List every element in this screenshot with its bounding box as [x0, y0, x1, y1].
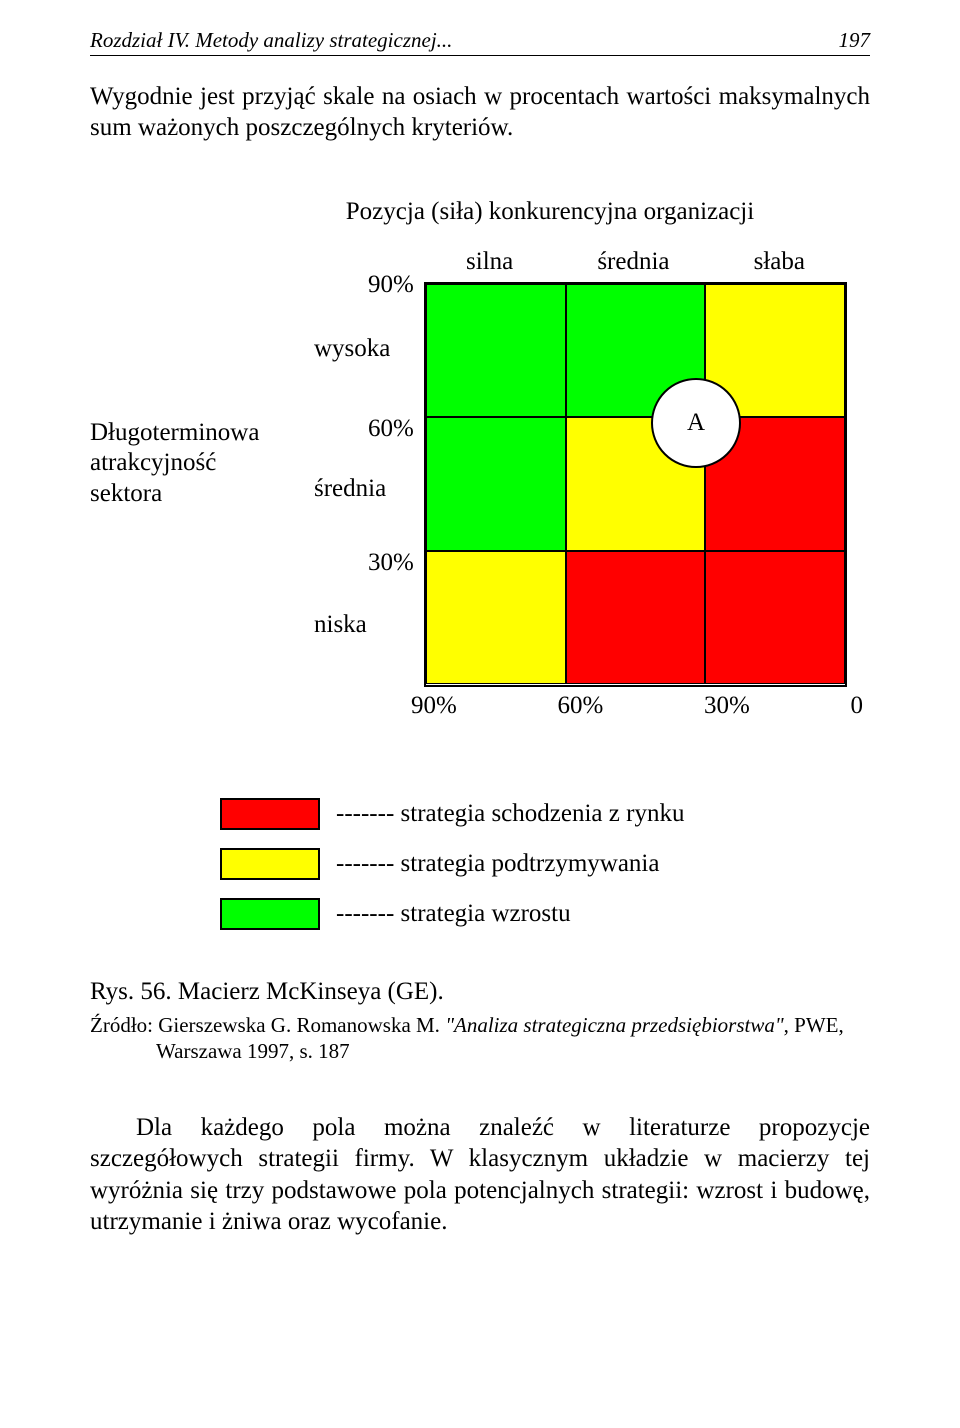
cell-r3c1 — [426, 551, 566, 685]
row-label-wysoka: wysoka — [314, 334, 390, 365]
swatch-yellow — [220, 848, 320, 880]
x-axis-ticks: 90% 60% 30% 0 — [411, 692, 863, 720]
legend-item-red: ------- strategia schodzenia z rynku — [220, 798, 870, 830]
figure-caption: Rys. 56. Macierz McKinseya (GE). — [90, 978, 870, 1006]
swatch-green — [220, 898, 320, 930]
col-label-slaba: słaba — [754, 248, 805, 276]
y-tick-30: 30% — [368, 548, 414, 579]
cell-r3c2 — [566, 551, 706, 685]
source-title: "Analiza strategiczna przedsiębiorstwa" — [445, 1013, 783, 1037]
legend-label-yellow: ------- strategia podtrzymywania — [336, 850, 659, 878]
closing-paragraph: Dla każdego pola można znaleźć w literat… — [90, 1112, 870, 1237]
x-tick-30: 30% — [704, 692, 750, 720]
legend: ------- strategia schodzenia z rynku ---… — [220, 798, 870, 930]
matrix-row-top — [426, 284, 845, 418]
x-tick-0: 0 — [851, 692, 864, 720]
x-tick-90: 90% — [411, 692, 457, 720]
circle-marker-a: A — [651, 378, 741, 468]
page-number: 197 — [839, 28, 871, 53]
mckinsey-matrix-diagram: silna średnia słaba 90% wysoka Długoterm… — [90, 248, 870, 758]
figure-source: Źródło: Gierszewska G. Romanowska M. "An… — [156, 1012, 870, 1065]
legend-label-green: ------- strategia wzrostu — [336, 900, 571, 928]
legend-label-red: ------- strategia schodzenia z rynku — [336, 800, 684, 828]
diagram-title: Pozycja (siła) konkurencyjna organizacji — [230, 198, 870, 226]
swatch-red — [220, 798, 320, 830]
matrix-row-bot — [426, 551, 845, 685]
column-labels: silna średnia słaba — [424, 248, 847, 276]
col-label-silna: silna — [466, 248, 513, 276]
y-tick-60: 60% — [368, 414, 414, 445]
row-label-niska: niska — [314, 610, 367, 641]
running-header: Rozdział IV. Metody analizy strategiczne… — [90, 28, 870, 56]
x-tick-60: 60% — [558, 692, 604, 720]
source-prefix: Źródło: Gierszewska G. Romanowska M. — [90, 1013, 445, 1037]
legend-item-yellow: ------- strategia podtrzymywania — [220, 848, 870, 880]
cell-r3c3 — [705, 551, 845, 685]
row-label-srednia: średnia — [314, 474, 386, 505]
intro-paragraph: Wygodnie jest przyjąć skale na osiach w … — [90, 81, 870, 144]
chapter-title: Rozdział IV. Metody analizy strategiczne… — [90, 28, 452, 53]
legend-item-green: ------- strategia wzrostu — [220, 898, 870, 930]
y-axis-label: Długoterminowa atrakcyjność sektora — [90, 418, 259, 510]
matrix-grid — [424, 282, 847, 687]
matrix-row-mid — [426, 417, 845, 551]
cell-r1c1 — [426, 284, 566, 418]
y-tick-90: 90% — [368, 270, 414, 301]
col-label-srednia: średnia — [597, 248, 669, 276]
cell-r2c1 — [426, 417, 566, 551]
